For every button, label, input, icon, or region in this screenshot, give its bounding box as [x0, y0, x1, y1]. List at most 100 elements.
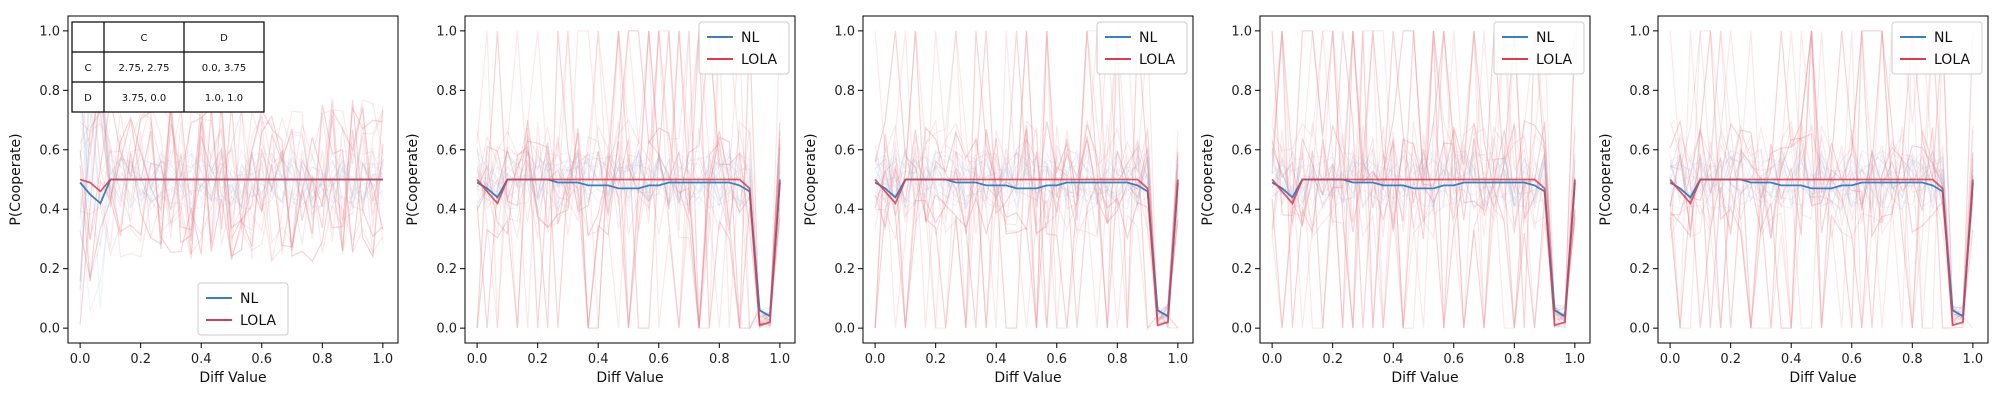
background-run-line — [1669, 148, 1974, 319]
background-run-line — [79, 56, 384, 263]
background-run-line — [874, 150, 1179, 330]
legend: NL LOLA — [1096, 21, 1188, 75]
background-run-line — [79, 152, 384, 312]
background-run-line — [1271, 30, 1576, 329]
background-run-line — [874, 30, 1179, 329]
x-tick-label: 0.2 — [1720, 352, 1741, 367]
background-run-line — [79, 98, 384, 258]
plot-frame — [67, 15, 399, 344]
background-run-line — [79, 98, 384, 259]
background-run-line — [874, 160, 1179, 316]
background-run-line — [874, 152, 1179, 322]
background-run-line — [1669, 30, 1974, 329]
x-tick-label: 0.8 — [1902, 352, 1923, 367]
y-axis-label: P(Cooperate) — [1598, 133, 1614, 225]
background-run-line — [1271, 151, 1576, 328]
y-tick-label: 0.2 — [834, 262, 855, 277]
x-tick-label: 0.6 — [1046, 352, 1067, 367]
background-run-line — [79, 79, 383, 208]
y-tick-label: 0.0 — [436, 322, 457, 337]
background-run-line — [79, 105, 383, 282]
x-axis-label: Diff Value — [199, 370, 266, 386]
background-run-line — [1271, 30, 1576, 313]
background-run-line — [476, 30, 781, 329]
background-run-line — [79, 85, 383, 291]
x-tick-label: 0.0 — [1660, 352, 1681, 367]
legend-label-lola: LOLA — [240, 313, 276, 329]
legend-label-nl: NL — [741, 30, 759, 46]
x-axis-label: Diff Value — [1391, 370, 1458, 386]
background-run-line — [79, 84, 384, 221]
background-run-line — [874, 30, 1178, 329]
background-run-line — [1669, 30, 1974, 321]
payoff-table: C D C 2.75, 2.75 0.0, 3.75 D 3.75, 0.0 1.0, 1.0 — [71, 21, 265, 113]
y-axis-label: P(Cooperate) — [8, 133, 24, 225]
background-run-line — [874, 30, 1179, 329]
background-run-line — [1670, 30, 1974, 329]
x-tick-label: 0.0 — [1262, 352, 1283, 367]
y-tick-label: 0.0 — [1231, 322, 1252, 337]
x-tick-label: 0.6 — [1443, 352, 1464, 367]
background-run-line — [1271, 30, 1576, 329]
background-run-line — [476, 149, 781, 326]
background-run-line — [1669, 149, 1974, 318]
y-tick-label: 1.0 — [39, 24, 60, 39]
background-run-line — [874, 30, 1179, 329]
plot-frame — [1657, 15, 1989, 344]
background-run-line — [874, 30, 1179, 329]
background-run-line — [476, 30, 781, 329]
background-run-line — [1669, 30, 1974, 329]
background-run-line — [1271, 152, 1576, 317]
background-run-line — [79, 95, 384, 211]
background-run-line — [79, 90, 384, 210]
background-run-line — [476, 30, 781, 330]
background-run-line — [1271, 155, 1576, 325]
background-run-line — [476, 30, 781, 329]
background-run-line — [1271, 30, 1576, 329]
x-tick-label: 1.0 — [770, 352, 791, 367]
y-tick-label: 1.0 — [436, 24, 457, 39]
x-tick-label: 0.6 — [648, 352, 669, 367]
background-run-line — [1670, 149, 1974, 327]
y-tick-label: 0.2 — [39, 262, 60, 277]
y-tick-label: 0.0 — [39, 322, 60, 337]
background-run-line — [1271, 148, 1576, 329]
y-tick-label: 1.0 — [834, 24, 855, 39]
series-line-lola — [79, 178, 383, 193]
background-run-line — [1271, 151, 1576, 330]
payoff-row-header: D — [84, 93, 92, 104]
background-run-line — [874, 30, 1179, 329]
background-run-line — [874, 149, 1179, 309]
legend-box — [1493, 21, 1585, 75]
x-tick-label: 0.0 — [70, 352, 91, 367]
background-run-line — [79, 102, 384, 257]
legend-box — [1096, 21, 1188, 75]
chart-panel-3: 0.0 0.2 0.4 0.6 0.8 1.0 0.0 0.2 0.4 0.6 0.8 1.0 Diff… — [803, 15, 1194, 386]
y-tick-label: 0.8 — [1629, 84, 1650, 99]
y-tick-label: 0.4 — [436, 203, 457, 218]
x-tick-label: 0.4 — [1781, 352, 1802, 367]
background-run-line — [874, 125, 1179, 329]
background-run-line — [79, 63, 384, 255]
chart-panel-1: 0.0 0.2 0.4 0.6 0.8 1.0 0.0 0.2 0.4 0.6 0.8 1.0 Diff… — [8, 15, 399, 386]
y-tick-label: 0.6 — [436, 143, 457, 158]
y-axis-label: P(Cooperate) — [1200, 133, 1216, 225]
background-run-line — [1669, 148, 1974, 314]
background-run-line — [875, 149, 1179, 328]
x-tick-label: 0.2 — [527, 352, 548, 367]
x-tick-label: 0.0 — [467, 352, 488, 367]
background-run-line — [1669, 152, 1974, 327]
y-tick-label: 0.2 — [436, 262, 457, 277]
background-run-line — [476, 150, 781, 327]
x-tick-label: 0.8 — [1107, 352, 1128, 367]
x-tick-label: 0.8 — [312, 352, 333, 367]
x-axis-label: Diff Value — [596, 370, 663, 386]
legend-box — [698, 21, 790, 75]
x-tick-label: 0.2 — [1322, 352, 1343, 367]
payoff-cell: 2.75, 2.75 — [119, 63, 170, 74]
y-tick-label: 1.0 — [1231, 24, 1252, 39]
background-run-line — [1271, 152, 1576, 328]
background-run-line — [1669, 148, 1974, 321]
background-run-line — [1271, 30, 1576, 329]
background-run-line — [1271, 148, 1576, 320]
